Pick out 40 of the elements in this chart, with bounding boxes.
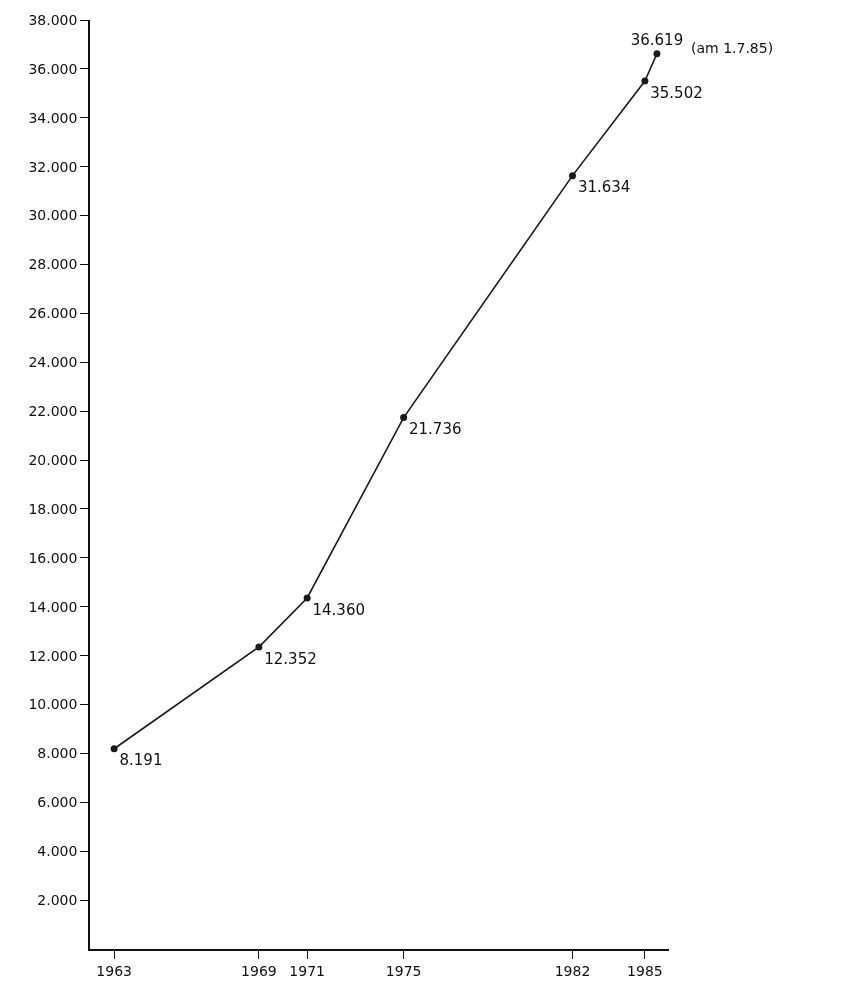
y-tick-label: 30.000 [28, 207, 78, 224]
y-tick-label: 14.000 [28, 598, 78, 615]
y-tick-label: 28.000 [28, 256, 78, 273]
y-tick-label: 2.000 [37, 892, 78, 909]
x-tick-label: 1985 [627, 962, 663, 979]
point [110, 745, 118, 753]
point [641, 77, 649, 85]
point [303, 594, 311, 602]
data-label: 21.736 [409, 420, 462, 439]
y-tick-label: 34.000 [28, 109, 78, 126]
y-tick-label: 38.000 [28, 11, 78, 28]
point [569, 172, 576, 180]
data-label: 8.191 [119, 751, 163, 770]
data-label: 35.502 [650, 83, 703, 102]
data-label: 31.634 [577, 178, 631, 197]
x-tick-label: 1975 [385, 962, 422, 979]
y-tick-label: 26.000 [28, 305, 78, 322]
y-tick-label: 4.000 [37, 843, 78, 860]
y-tick-label: 24.000 [28, 354, 78, 371]
y-tick-label: 22.000 [28, 403, 78, 420]
y-tick-label: 8.000 [37, 745, 78, 762]
data-label: 14.360 [312, 600, 366, 619]
point [653, 50, 661, 58]
point [400, 414, 408, 422]
y-tick-label: 16.000 [28, 549, 78, 566]
point [255, 643, 263, 651]
x-tick-label: 1963 [96, 962, 132, 979]
data-label: 12.352 [264, 649, 317, 668]
y-tick-label: 10.000 [28, 696, 78, 713]
x-tick-label: 1971 [289, 962, 325, 979]
y-tick-label: 18.000 [28, 500, 78, 517]
y-tick-label: 36.000 [28, 60, 78, 77]
annotation: (am 1.7.85) [691, 40, 774, 56]
data-label: 36.619 [630, 30, 684, 49]
y-tick-label: 20.000 [28, 451, 78, 468]
x-tick-label: 1982 [554, 962, 591, 979]
y-tick-label: 32.000 [28, 158, 78, 175]
y-tick-label: 12.000 [28, 647, 78, 664]
x-tick-label: 1969 [241, 962, 277, 979]
y-tick-label: 6.000 [37, 794, 78, 811]
